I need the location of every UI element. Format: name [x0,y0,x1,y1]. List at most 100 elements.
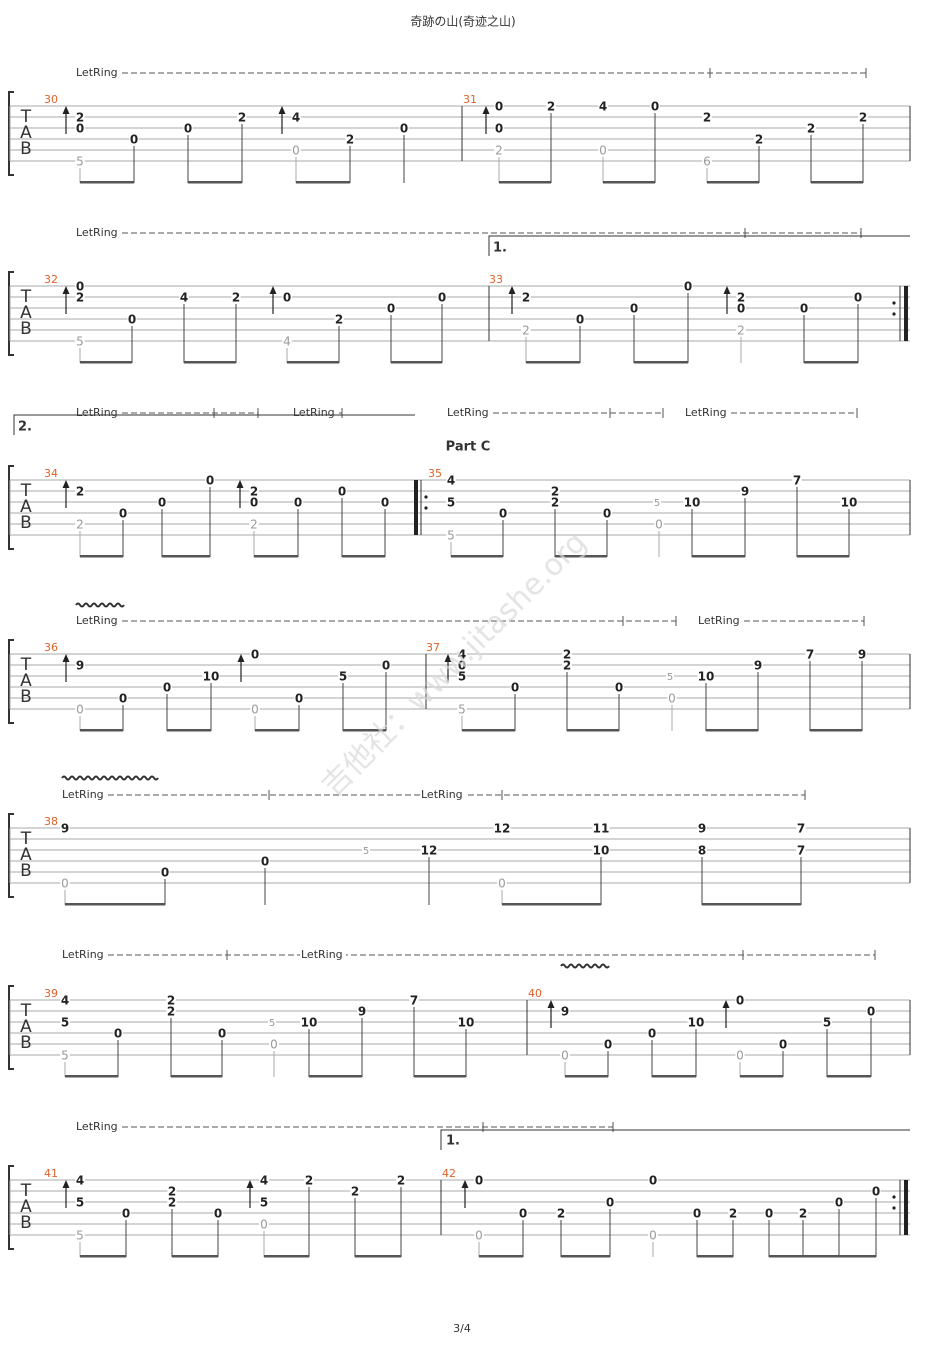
note-bg [740,485,750,497]
fret-number: 5 [76,335,84,349]
strum-arrow-head [482,106,490,114]
fret-number: 4 [76,1174,84,1188]
note-bg [380,496,390,508]
note-bg [735,994,745,1006]
fret-number: 0 [737,302,745,316]
fret-number: 2 [168,1185,176,1199]
fret-number: 0 [668,692,676,706]
note-bg [474,1174,484,1186]
beam [80,181,134,184]
fret-number: 0 [260,1218,268,1232]
note-bg [291,144,301,156]
beam [827,1075,871,1078]
fret-number: 10 [458,1016,475,1030]
let-ring-bg [75,66,121,79]
fret-number: 5 [61,1016,69,1030]
note-bg [834,1196,844,1208]
fret-number: 0 [519,1207,527,1221]
fret-number: 0 [261,855,269,869]
note-bg [667,692,677,704]
note-bg [75,1196,85,1208]
fret-number: 5 [458,703,466,717]
repeat-dot [892,301,896,305]
note-bg [118,692,128,704]
fret-number: 9 [76,659,84,673]
note-bg [399,122,409,134]
note-bg [75,111,85,123]
measure-number: 41 [44,1167,58,1180]
fret-number: 7 [793,474,801,488]
let-ring: LetRing [76,66,118,79]
strum-arrow-head [246,1180,254,1188]
let-ring: LetRing [76,226,118,239]
fret-number: 10 [301,1016,318,1030]
fret-number: 0 [128,313,136,327]
fret-number: 0 [495,122,503,136]
staff-bracket [8,639,14,724]
part-label: Part C [446,440,491,455]
staff-bracket [8,91,14,176]
vibrato [75,602,125,608]
note-bg [446,496,456,508]
fret-number: 0 [163,681,171,695]
note-bg [857,648,867,660]
note-bg [362,844,370,856]
note-bg [605,1196,615,1208]
tab-letter: A [20,671,32,691]
fret-number: 0 [736,1049,744,1063]
fret-number: 0 [119,692,127,706]
fret-number: 5 [654,498,660,509]
note-bg [457,659,467,671]
fret-number: 0 [649,1229,657,1243]
fret-number: 0 [251,703,259,717]
let-ring: LetRing [62,788,104,801]
strum-arrow-head [62,106,70,114]
note-bg [510,681,520,693]
strum-arrow-head [461,1180,469,1188]
fret-number: 5 [458,670,466,684]
note-bg [556,1207,566,1219]
measure-number: 36 [44,641,58,654]
note-bg [205,474,215,486]
repeat-dot [892,1195,896,1199]
note-bg [237,111,247,123]
note-bg [446,474,456,486]
note-bg [562,648,572,660]
strum-arrow-head [62,286,70,294]
fret-number: 0 [867,1005,875,1019]
note-bg [648,1229,658,1241]
repeat-dot [892,1206,896,1210]
note-bg [603,1038,613,1050]
fret-number: 2 [859,111,867,125]
measure-number: 30 [44,93,58,106]
note-bg [129,133,139,145]
fret-number: 9 [698,822,706,836]
fret-number: 12 [421,844,438,858]
fret-number: 0 [872,1185,880,1199]
note-bg [736,291,746,303]
system: TAB LetRing LetRing 39 4 5 5 0 22 0 5 0 10 9 7 10 40 9 0 0 0… [8,948,911,1078]
beam [462,729,515,732]
strum-arrow-head [547,1000,555,1008]
tab-letter: A [20,303,32,323]
fret-number: 0 [495,100,503,114]
fret-number: 2 [703,111,711,125]
fret-number: 5 [339,670,347,684]
fret-number: 0 [338,485,346,499]
fret-number: 0 [649,1174,657,1188]
note-bg [521,324,531,336]
beam [255,729,299,732]
note-bg [871,1185,881,1197]
note-bg [75,659,85,671]
fret-number: 0 [800,302,808,316]
note-bg [304,1174,314,1186]
beam [634,361,688,364]
page-number: 3/4 [453,1322,471,1335]
beam [80,555,123,558]
note-bg [337,485,347,497]
beam [65,1075,118,1078]
beam [355,1255,401,1258]
beam [811,181,863,184]
